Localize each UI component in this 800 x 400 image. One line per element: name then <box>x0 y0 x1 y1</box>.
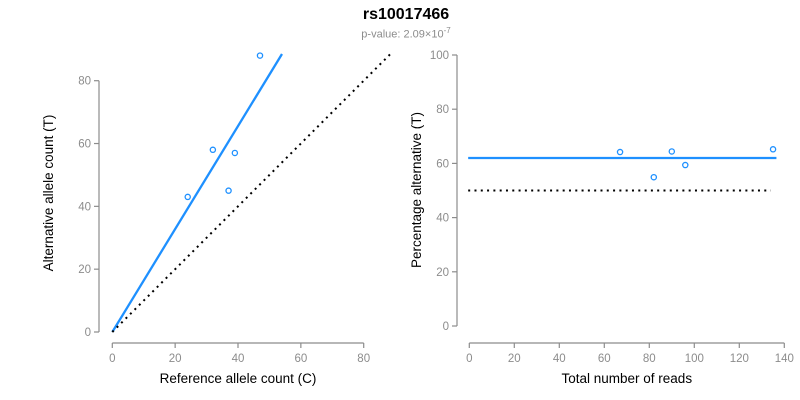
x-tick-label: 120 <box>730 353 749 365</box>
identity-line-50pct <box>111 53 392 333</box>
y-tick-label: 40 <box>436 213 449 225</box>
x-axis-title: Total number of reads <box>562 371 693 386</box>
y-tick-label: 100 <box>430 50 449 62</box>
x-tick-label: 60 <box>294 353 307 365</box>
y-tick-label: 0 <box>443 321 449 333</box>
x-tick-label: 20 <box>169 353 182 365</box>
data-point <box>209 146 217 154</box>
x-tick-label: 0 <box>109 353 115 365</box>
y-axis-title: Alternative allele count (T) <box>41 115 56 272</box>
x-tick-label: 0 <box>466 353 472 365</box>
allele-counts-scatter: 0 20 40 60 80 0 20 40 60 80 Reference allele count… <box>41 52 392 386</box>
x-tick-label: 40 <box>232 353 245 365</box>
data-point <box>184 193 191 201</box>
regression-line <box>111 53 283 333</box>
x-tick-label: 80 <box>357 353 370 365</box>
y-tick-label: 80 <box>436 104 449 116</box>
y-tick-label: 60 <box>78 139 91 151</box>
x-tick-label: 100 <box>685 353 704 365</box>
data-point <box>668 148 676 155</box>
x-tick-label: 20 <box>508 353 521 365</box>
y-tick-label: 20 <box>436 267 449 279</box>
y-axis-title: Percentage alternative (T) <box>409 112 424 268</box>
x-tick-label: 140 <box>775 353 794 365</box>
y-tick-label: 80 <box>78 76 91 88</box>
data-point <box>231 149 239 157</box>
data-point <box>616 148 624 156</box>
x-tick-label: 60 <box>598 353 611 365</box>
y-tick-label: 20 <box>78 264 91 276</box>
y-tick-label: 60 <box>436 158 449 170</box>
data-point <box>256 52 264 59</box>
data-point <box>682 161 689 169</box>
x-axis-title: Reference allele count (C) <box>160 371 317 386</box>
x-tick-label: 40 <box>553 353 566 365</box>
y-tick-label: 40 <box>78 201 91 213</box>
percentage-vs-reads-scatter: 0 20 40 60 80 100 0 20 40 60 80 100 120 140 Total numb… <box>409 50 794 386</box>
data-point <box>769 146 777 153</box>
x-tick-label: 80 <box>643 353 656 365</box>
y-tick-label: 0 <box>85 327 91 339</box>
data-point <box>650 173 658 181</box>
data-point <box>225 187 232 194</box>
